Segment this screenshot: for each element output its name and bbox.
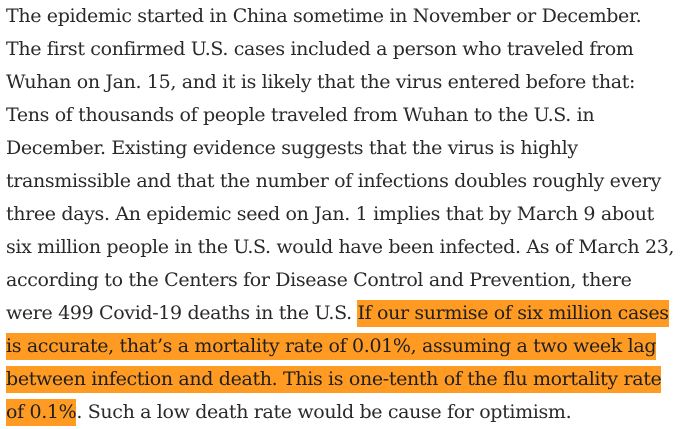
paragraph-line: between infection and death. This is one… — [6, 363, 662, 396]
text-run: December. Existing evidence suggests tha… — [6, 137, 578, 159]
paragraph-line: according to the Centers for Disease Con… — [6, 264, 632, 297]
paragraph-line: six million people in the U.S. would hav… — [6, 231, 674, 264]
text-run: according to the Centers for Disease Con… — [6, 269, 632, 291]
paragraph-line: December. Existing evidence suggests tha… — [6, 132, 578, 165]
text-run: were 499 Covid-19 deaths in the U.S. — [6, 302, 358, 324]
highlighted-text[interactable]: of 0.1% — [6, 399, 77, 426]
paragraph-line: is accurate, that’s a mortality rate of … — [6, 330, 657, 363]
paragraph-line: The first confirmed U.S. cases included … — [6, 33, 634, 66]
text-run: Tens of thousands of people traveled fro… — [6, 104, 595, 126]
paragraph-line: The epidemic started in China sometime i… — [6, 0, 642, 33]
highlighted-text[interactable]: If our surmise of six million cases — [357, 300, 669, 327]
paragraph-line: three days. An epidemic seed on Jan. 1 i… — [6, 198, 654, 231]
text-run: transmissible and that the number of inf… — [6, 170, 661, 192]
text-run: Wuhan on Jan. 15, and it is likely that … — [6, 71, 636, 93]
paragraph-line: were 499 Covid-19 deaths in the U.S. If … — [6, 297, 669, 330]
text-run: The epidemic started in China sometime i… — [6, 5, 642, 27]
text-run: six million people in the U.S. would hav… — [6, 236, 675, 258]
text-run: The first confirmed U.S. cases included … — [6, 38, 634, 60]
highlighted-text[interactable]: is accurate, that’s a mortality rate of … — [6, 333, 657, 360]
paragraph-line: transmissible and that the number of inf… — [6, 165, 661, 198]
paragraph-line: Wuhan on Jan. 15, and it is likely that … — [6, 66, 635, 99]
text-run: three days. An epidemic seed on Jan. 1 i… — [6, 203, 654, 225]
paragraph-line: Tens of thousands of people traveled fro… — [6, 99, 595, 132]
paragraph-line: of 0.1%. Such a low death rate would be … — [6, 396, 572, 429]
highlighted-text[interactable]: between infection and death. This is one… — [6, 366, 662, 393]
text-run: . Such a low death rate would be cause f… — [76, 401, 572, 423]
